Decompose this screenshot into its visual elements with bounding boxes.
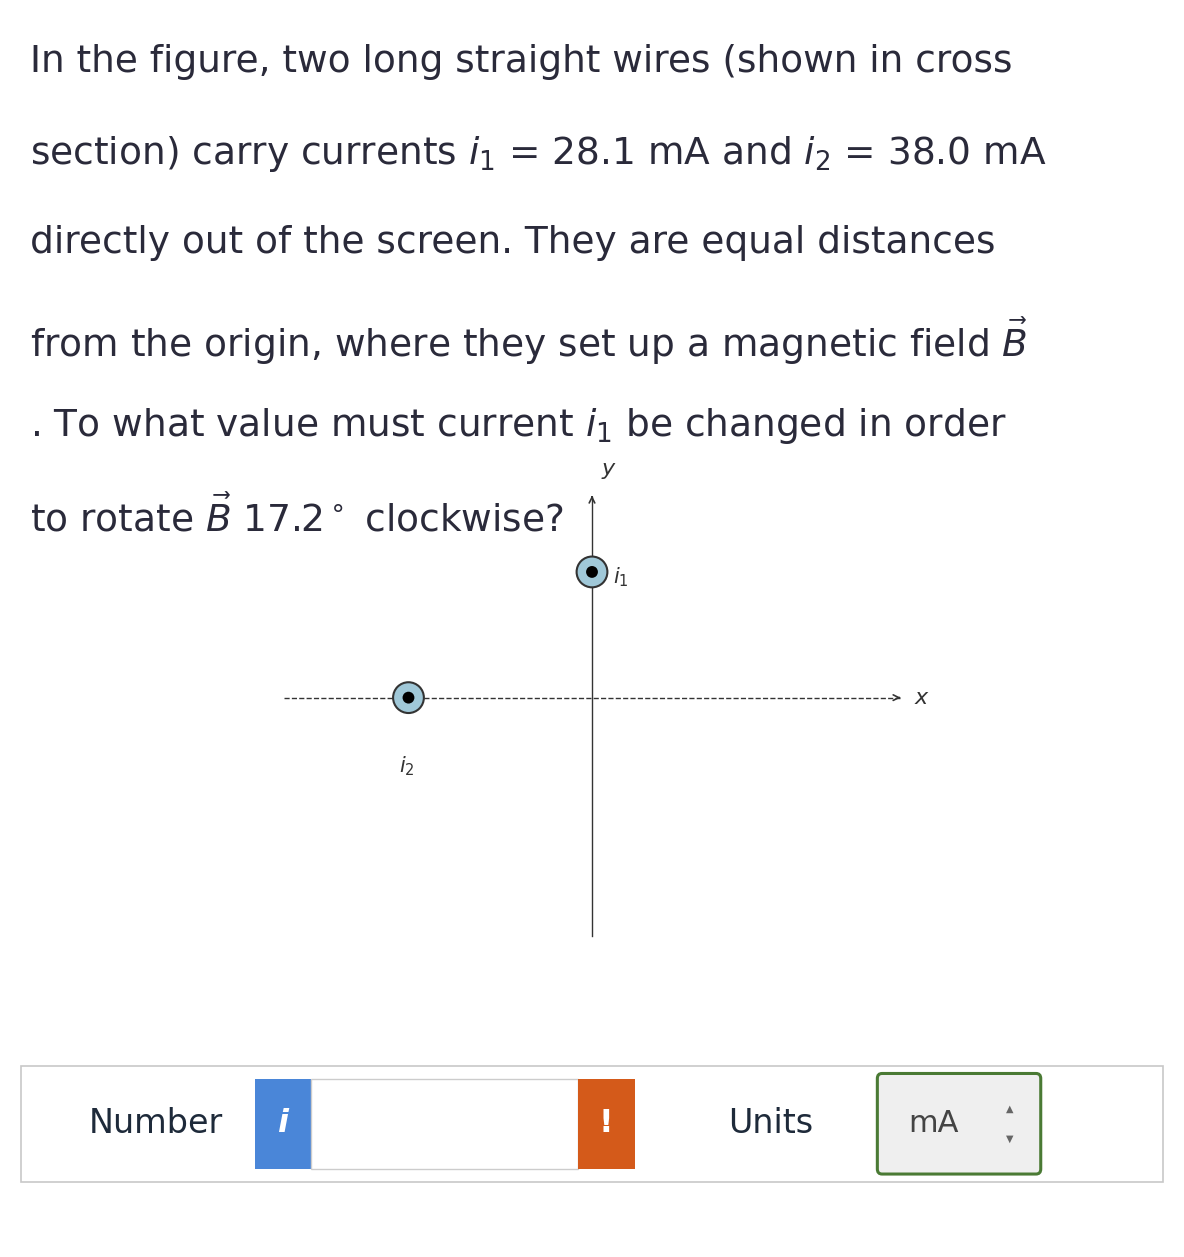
- Text: ▲: ▲: [1006, 1104, 1014, 1114]
- FancyBboxPatch shape: [877, 1073, 1041, 1174]
- Text: from the origin, where they set up a magnetic field $\vec{B}$: from the origin, where they set up a mag…: [30, 316, 1028, 367]
- Ellipse shape: [577, 557, 607, 587]
- Ellipse shape: [393, 683, 424, 713]
- Text: i: i: [277, 1109, 289, 1139]
- Ellipse shape: [403, 691, 414, 704]
- Text: section) carry currents $i_1$ = 28.1 mA and $i_2$ = 38.0 mA: section) carry currents $i_1$ = 28.1 mA …: [30, 134, 1047, 175]
- Text: !: !: [599, 1109, 613, 1139]
- Text: directly out of the screen. They are equal distances: directly out of the screen. They are equ…: [30, 225, 995, 261]
- Text: $i_2$: $i_2$: [399, 754, 414, 778]
- FancyBboxPatch shape: [311, 1079, 578, 1169]
- Text: $y$: $y$: [601, 461, 618, 481]
- Text: mA: mA: [908, 1109, 959, 1139]
- Text: ▼: ▼: [1006, 1134, 1014, 1144]
- Text: $x$: $x$: [914, 688, 929, 708]
- FancyBboxPatch shape: [21, 1066, 1163, 1182]
- FancyBboxPatch shape: [255, 1079, 311, 1169]
- FancyBboxPatch shape: [578, 1079, 635, 1169]
- Text: $i_1$: $i_1$: [613, 566, 629, 590]
- Text: In the figure, two long straight wires (shown in cross: In the figure, two long straight wires (…: [30, 44, 1012, 80]
- Text: to rotate $\vec{B}$ 17.2$^\circ$ clockwise?: to rotate $\vec{B}$ 17.2$^\circ$ clockwi…: [30, 497, 564, 539]
- Text: Units: Units: [728, 1107, 813, 1140]
- Text: . To what value must current $i_1$ be changed in order: . To what value must current $i_1$ be ch…: [30, 406, 1006, 446]
- Text: Number: Number: [89, 1107, 223, 1140]
- Ellipse shape: [586, 566, 598, 578]
